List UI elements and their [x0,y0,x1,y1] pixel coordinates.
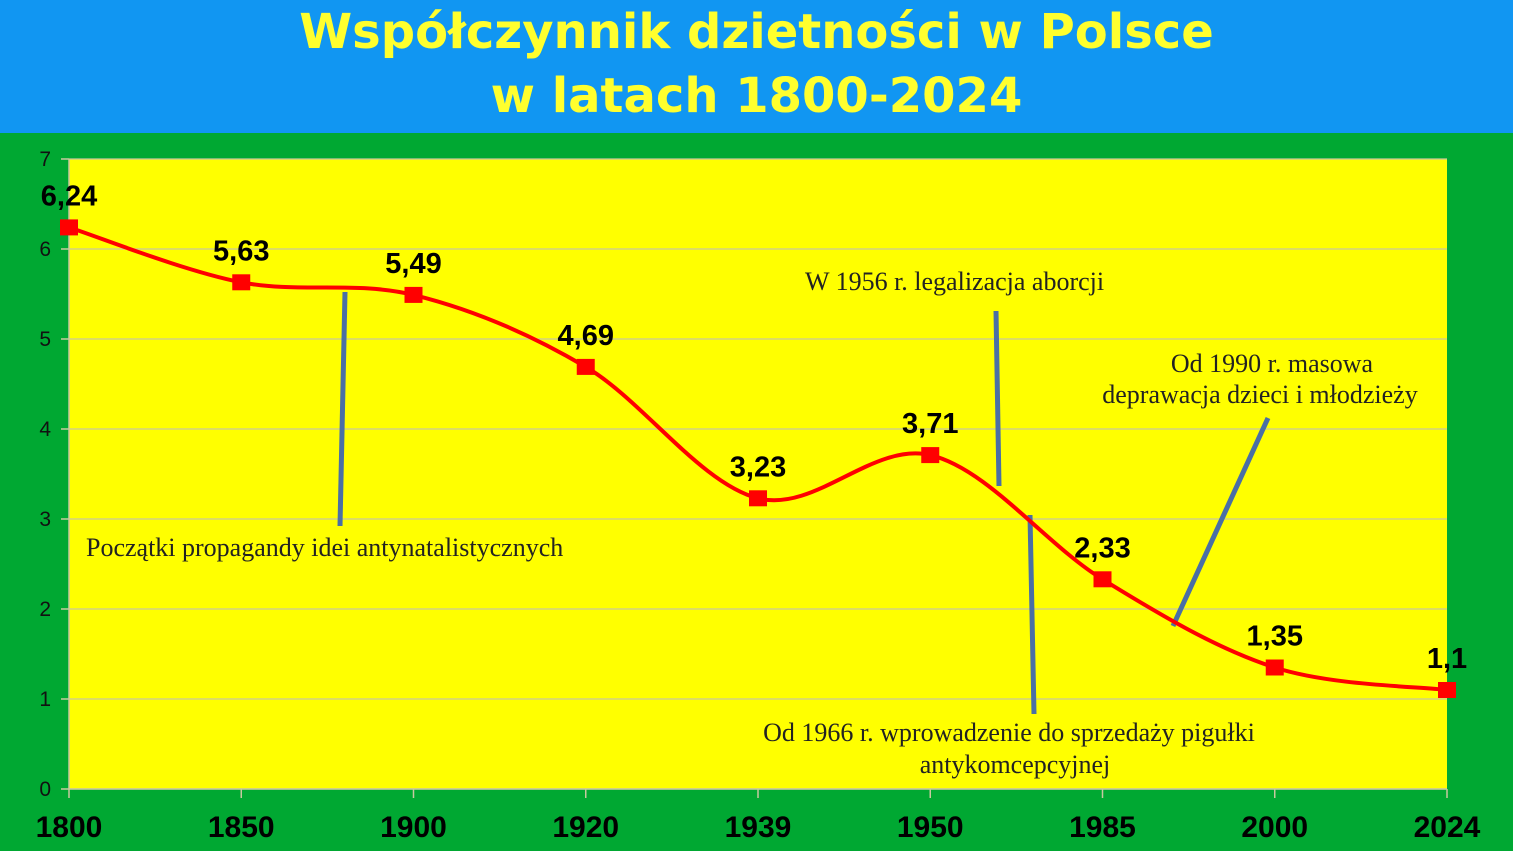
data-label: 6,24 [41,180,97,212]
data-point-marker [749,490,767,507]
annotation-propaganda: Początki propagandy idei antynatalistycz… [86,533,563,562]
x-tick-label: 1850 [208,811,275,844]
data-label: 5,63 [213,235,269,267]
x-tick-label: 1950 [897,811,964,844]
data-point-marker [232,274,251,291]
annotation-depravation-line2: deprawacja dzieci i młodzieży [1102,380,1417,409]
x-tick-label: 1800 [36,811,103,844]
y-tick-label: 4 [39,418,51,441]
data-label: 1,35 [1247,621,1303,653]
annotation-abortion: W 1956 r. legalizacja aborcji [805,267,1104,296]
y-tick-label: 2 [39,598,51,621]
pointer-line-depravation [1170,416,1271,628]
plot-area [69,159,1447,789]
data-point-marker [1265,659,1284,676]
data-point-marker [1093,571,1112,588]
data-label: 2,33 [1074,532,1130,564]
y-tick-label: 6 [39,238,51,261]
x-tick-label: 1985 [1069,811,1136,844]
data-point-marker [576,358,595,375]
y-tick-label: 0 [39,778,51,801]
y-tick-label: 5 [39,328,51,351]
chart-subtitle: w latach 1800-2024 [490,68,1023,124]
chart-title: Współczynnik dzietności w Polsce [299,4,1214,60]
header: Współczynnik dzietności w Polsce w latac… [0,0,1513,133]
data-label: 1,1 [1427,643,1467,675]
annotation-pill-line2: antykomcepcyjnej [920,750,1111,779]
data-label: 3,23 [730,451,786,483]
x-tick-label: 1900 [380,811,447,844]
y-tick-label: 1 [39,688,51,711]
x-tick-label: 1939 [725,811,792,844]
y-tick-label: 7 [39,148,51,171]
data-point-marker [1438,682,1456,698]
annotation-depravation-line1: Od 1990 r. masowa [1171,349,1374,378]
data-point-marker [60,219,78,236]
pointer-line-pill [1027,514,1037,715]
data-label: 4,69 [558,320,614,352]
pointer-line-propaganda [337,291,348,527]
annotation-pill-line1: Od 1966 r. wprowadzenie do sprzedaży pig… [763,718,1255,747]
data-point-marker [404,286,423,303]
data-label: 5,49 [385,248,441,280]
x-tick-label: 2000 [1241,811,1308,844]
x-tick-label: 1920 [552,811,619,844]
data-label: 3,71 [902,408,958,440]
data-point-marker [921,447,940,464]
pointer-line-abortion [993,310,1002,487]
x-tick-label: 2024 [1414,811,1481,844]
y-tick-label: 3 [39,508,51,531]
